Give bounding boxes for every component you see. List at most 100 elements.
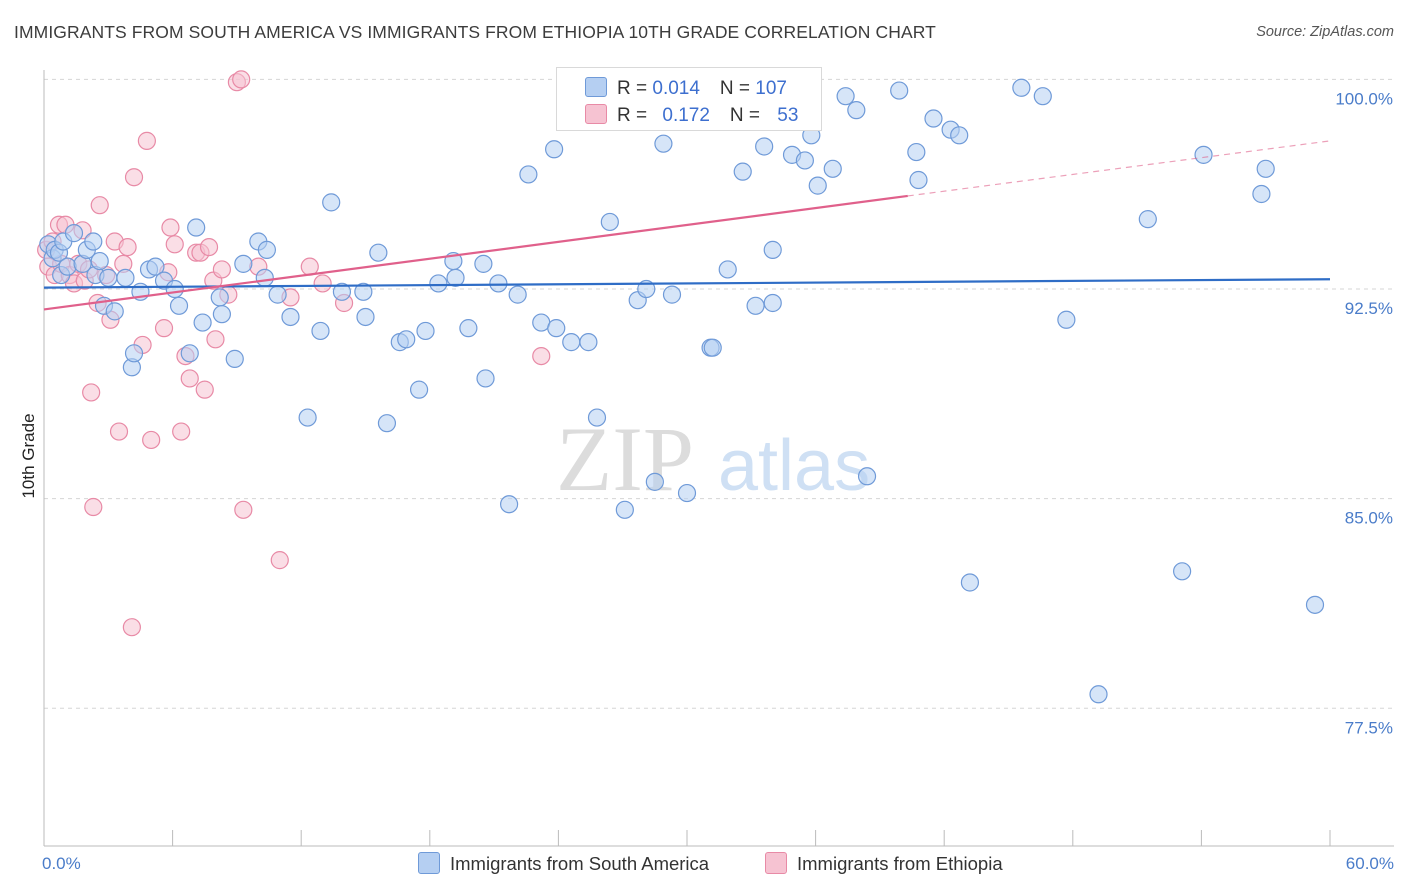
- south-america-point-38: [311, 321, 330, 341]
- south-america-point-34: [257, 240, 277, 259]
- legend-label-ethiopia: Immigrants from Ethiopia: [797, 853, 1003, 874]
- south-america-point-6: [58, 257, 77, 276]
- south-america-point-31: [234, 254, 253, 273]
- ethiopia-point-40: [206, 330, 225, 349]
- south-america-point-87: [836, 87, 855, 106]
- stats-row-south-america: R = 0.014 N = 107: [585, 74, 787, 100]
- south-america-point-23: [165, 279, 184, 299]
- ethiopia-point-32: [172, 422, 191, 441]
- ethiopia-point-14: [84, 497, 103, 517]
- legend-item-ethiopia: Immigrants from Ethiopia: [765, 852, 1003, 875]
- south-america-point-55: [500, 495, 519, 514]
- ethiopia-point-24: [124, 168, 144, 187]
- ethiopia-point-23: [122, 618, 141, 637]
- ethiopia-point-27: [142, 430, 161, 450]
- trend-lines: [43, 140, 1331, 311]
- south-america-point-15: [105, 302, 124, 321]
- n-value-south-america: 107: [755, 78, 787, 99]
- south-america-point-49: [429, 274, 448, 293]
- grid-lines: [44, 78, 1394, 709]
- stats-legend: R = 0.014 N = 107 R = 0.172 N = 53: [556, 67, 822, 131]
- source-credit: Source: ZipAtlas.com: [1256, 24, 1394, 40]
- ethiopia-point-45: [234, 500, 253, 519]
- south-america-point-93: [924, 109, 943, 128]
- south-america-point-27: [193, 313, 212, 332]
- x-tick-label-min: 0.0%: [42, 854, 81, 873]
- south-america-point-91: [907, 142, 926, 162]
- south-america-point-35: [268, 285, 287, 304]
- south-america-point-28: [210, 288, 229, 307]
- south-america-point-71: [662, 285, 682, 304]
- south-america-point-24: [169, 296, 189, 315]
- south-america-point-75: [718, 260, 737, 279]
- ethiopia-point-16: [90, 196, 109, 215]
- legend-item-south-america: Immigrants from South America: [418, 852, 709, 875]
- south-america-point-46: [397, 330, 416, 349]
- ethiopia-point-49: [300, 257, 319, 276]
- south-america-point-47: [409, 380, 429, 399]
- south-america-point-105: [1256, 159, 1275, 178]
- watermark: ZIP atlas: [556, 408, 870, 510]
- y-tick-label-3: 100.0%: [1335, 89, 1393, 108]
- ethiopia-point-31: [165, 235, 184, 254]
- y-axis-label: 10th Grade: [19, 413, 38, 498]
- south-america-point-100: [1089, 685, 1108, 704]
- south-america-point-16: [116, 268, 135, 287]
- south-america-point-18: [124, 344, 144, 363]
- south-america-point-40: [332, 282, 352, 301]
- watermark-zip: ZIP: [556, 408, 694, 510]
- south-america-point-98: [1033, 87, 1052, 106]
- n-value-ethiopia: 53: [777, 105, 799, 126]
- south-america-point-42: [356, 307, 375, 327]
- south-america-point-86: [823, 159, 842, 178]
- south-america-point-106: [1305, 595, 1325, 614]
- south-america-point-52: [459, 319, 478, 338]
- south-america-point-65: [600, 212, 619, 232]
- ethiopia-point-38: [199, 237, 219, 257]
- ethiopia-point-22: [118, 237, 137, 257]
- south-america-point-83: [795, 151, 814, 170]
- series-south-america-points: [39, 78, 1325, 704]
- south-america-point-85: [808, 176, 827, 195]
- axes: [43, 70, 1394, 847]
- south-america-point-26: [187, 218, 206, 237]
- south-america-point-64: [587, 408, 607, 427]
- south-america-point-36: [281, 307, 300, 327]
- south-america-point-58: [519, 165, 538, 184]
- south-america-point-37: [298, 408, 317, 427]
- south-america-point-56: [489, 274, 508, 293]
- south-america-point-54: [474, 254, 493, 273]
- ethiopia-point-52: [532, 346, 551, 366]
- south-america-point-102: [1173, 562, 1192, 581]
- south-america-point-92: [909, 170, 928, 190]
- n-label: N =: [729, 105, 766, 126]
- ethiopia-point-26: [137, 131, 156, 150]
- trend-line-ethiopia-extension: [907, 140, 1331, 197]
- south-america-point-72: [677, 483, 697, 503]
- south-america-point-99: [1057, 310, 1076, 329]
- y-tick-label-2: 92.5%: [1345, 299, 1393, 318]
- south-america-point-101: [1138, 210, 1157, 229]
- south-america-point-78: [746, 296, 765, 315]
- south-america-point-88: [847, 101, 866, 120]
- n-label: N =: [719, 78, 756, 99]
- south-america-point-12: [90, 251, 109, 271]
- south-america-point-104: [1252, 184, 1271, 204]
- ethiopia-point-50: [313, 274, 332, 293]
- south-america-point-77: [733, 162, 752, 181]
- south-america-point-39: [322, 193, 341, 212]
- south-america-point-44: [377, 414, 397, 433]
- stats-row-ethiopia: R = 0.172 N = 53: [585, 101, 798, 127]
- south-america-point-70: [654, 134, 673, 153]
- south-america-point-43: [369, 243, 388, 262]
- south-america-point-95: [950, 126, 969, 145]
- legend-swatch-blue: [585, 77, 607, 97]
- legend-swatch-ethiopia: [765, 852, 787, 874]
- ethiopia-point-34: [180, 369, 199, 388]
- south-america-point-103: [1194, 145, 1213, 164]
- r-label: R =: [617, 105, 653, 126]
- ethiopia-point-47: [270, 551, 289, 570]
- south-america-point-80: [763, 293, 782, 313]
- south-america-point-66: [615, 500, 634, 519]
